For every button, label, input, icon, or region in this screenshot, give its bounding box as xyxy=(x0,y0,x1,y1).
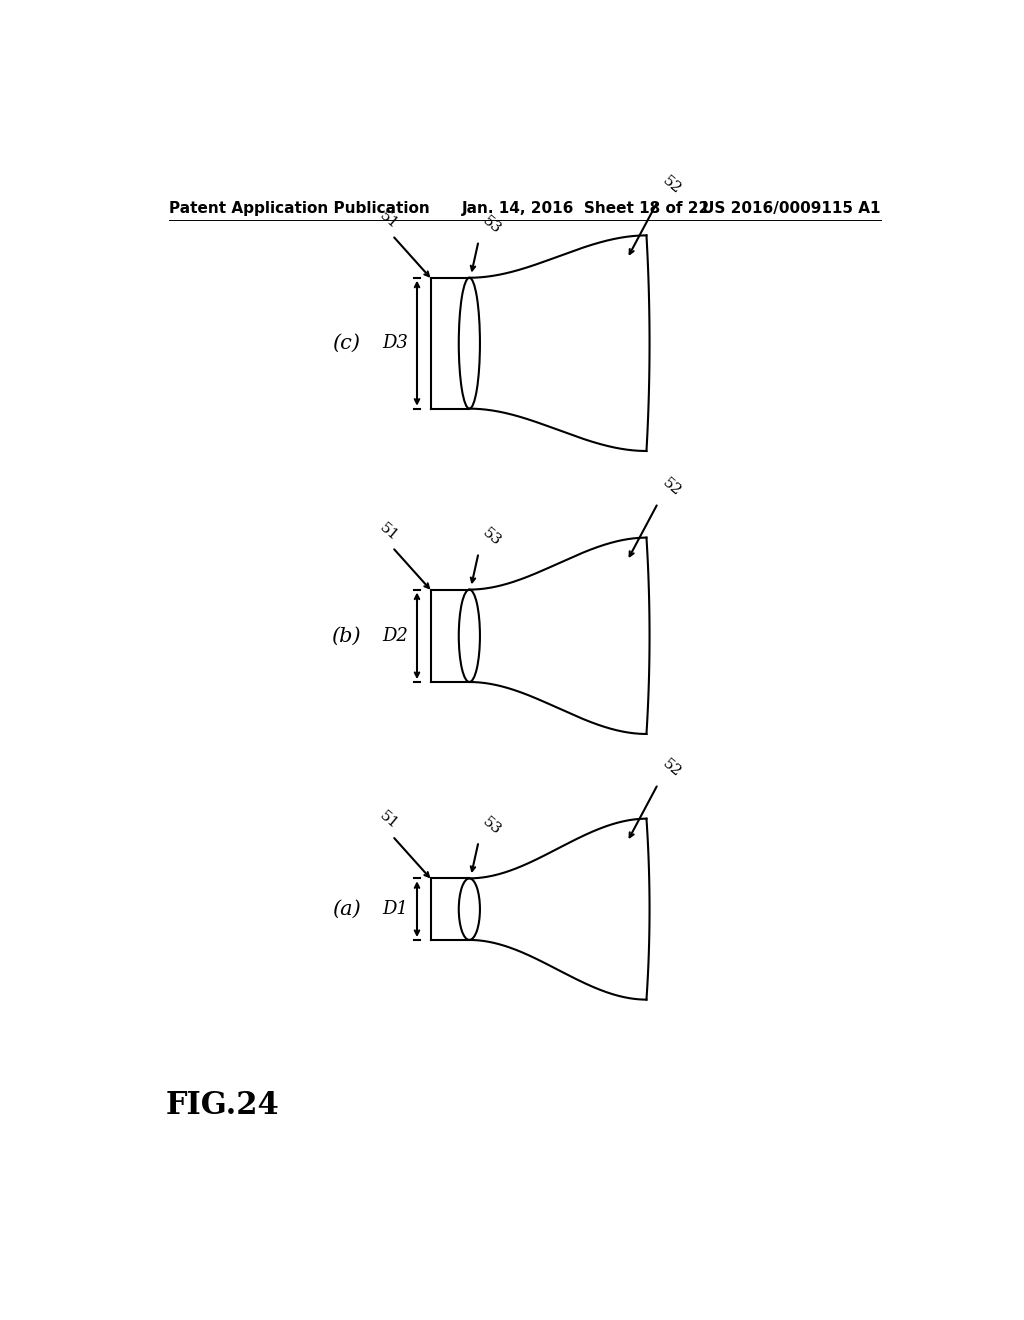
Text: 53: 53 xyxy=(480,814,504,837)
Text: 51: 51 xyxy=(377,520,400,544)
Text: 51: 51 xyxy=(377,209,400,231)
Text: D1: D1 xyxy=(382,900,408,919)
Text: FIG.24: FIG.24 xyxy=(166,1090,280,1121)
Text: Patent Application Publication: Patent Application Publication xyxy=(169,201,430,216)
Text: (b): (b) xyxy=(332,626,361,645)
Text: 53: 53 xyxy=(480,525,504,549)
Text: (a): (a) xyxy=(332,900,360,919)
Text: D2: D2 xyxy=(382,627,408,644)
Text: D3: D3 xyxy=(382,334,408,352)
Text: 52: 52 xyxy=(659,756,683,780)
Text: 52: 52 xyxy=(659,174,683,197)
Text: US 2016/0009115 A1: US 2016/0009115 A1 xyxy=(702,201,881,216)
Text: (c): (c) xyxy=(332,334,360,352)
Text: 52: 52 xyxy=(659,477,683,499)
Text: Jan. 14, 2016  Sheet 18 of 22: Jan. 14, 2016 Sheet 18 of 22 xyxy=(462,201,710,216)
Text: 51: 51 xyxy=(377,809,400,832)
Text: 53: 53 xyxy=(480,214,504,238)
